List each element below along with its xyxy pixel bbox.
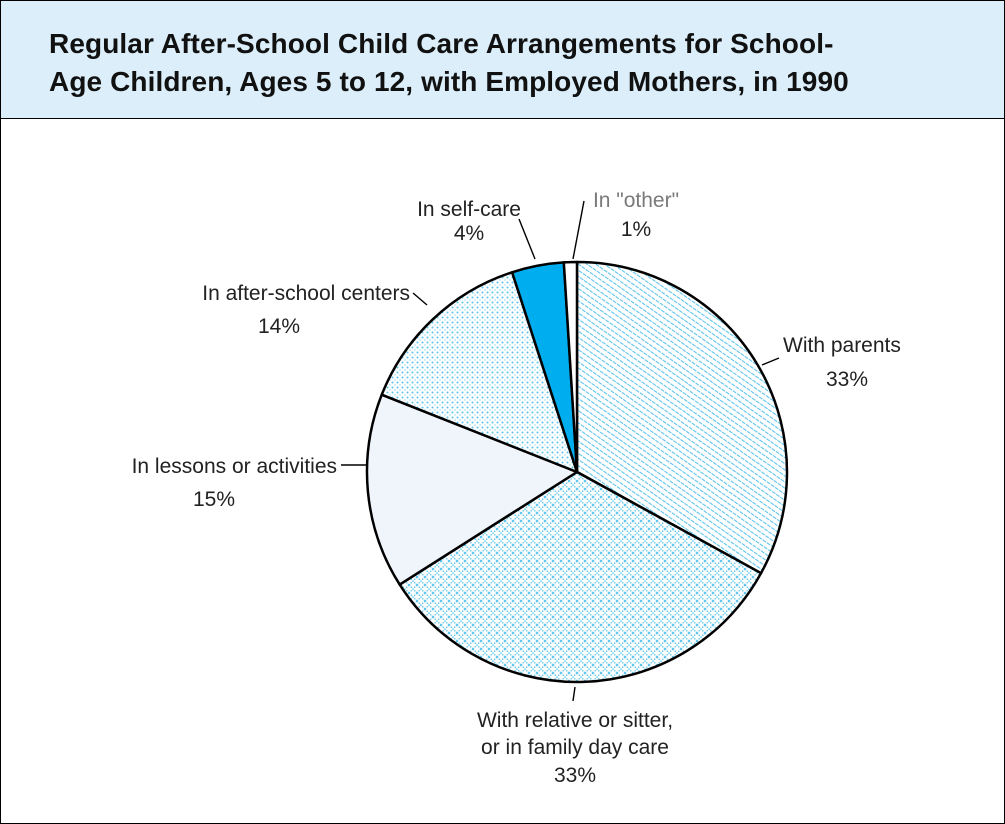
title-bar: Regular After-School Child Care Arrangem… xyxy=(1,1,1004,119)
slice-label-relative-line-2: or in family day care xyxy=(481,736,669,759)
chart-title-line-1: Regular After-School Child Care Arrangem… xyxy=(49,28,834,59)
slice-label-centers: In after-school centers xyxy=(202,282,410,305)
slice-value-lessons: 15% xyxy=(193,488,235,511)
pie-slice-with-relative-or-sitter-or-in-family-day-care xyxy=(398,470,763,684)
chart-title-line-2: Age Children, Ages 5 to 12, with Employe… xyxy=(49,66,849,97)
leader-centers xyxy=(412,292,428,306)
leader-other xyxy=(572,200,585,260)
pie-slice-in-other xyxy=(562,260,579,474)
pie-slice-in-lessons-or-activities xyxy=(365,393,579,586)
leader-self-care xyxy=(518,218,536,260)
pie-slice-with-parents xyxy=(575,260,789,575)
slice-label-self-care: In self-care xyxy=(417,198,521,221)
leader-with-parents xyxy=(761,357,780,366)
slice-label-lessons: In lessons or activities xyxy=(132,455,337,478)
slice-value-self-care: 4% xyxy=(454,222,484,245)
leader-relative xyxy=(572,686,576,702)
slice-value-other: 1% xyxy=(621,218,651,241)
slice-label-with-parents: With parents xyxy=(783,334,901,357)
slice-label-other: In "other" xyxy=(593,189,679,212)
slice-value-relative: 33% xyxy=(554,764,596,787)
slice-value-with-parents: 33% xyxy=(826,368,868,391)
slice-label-relative-line-1: With relative or sitter, xyxy=(477,709,673,732)
slice-value-centers: 14% xyxy=(258,315,300,338)
